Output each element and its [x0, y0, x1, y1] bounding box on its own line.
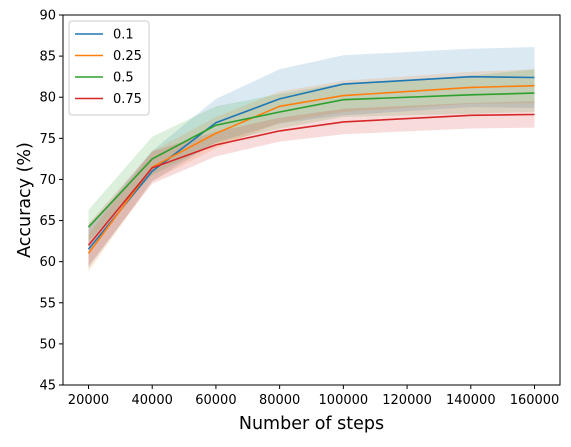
y-tick-label: 70 — [39, 173, 56, 188]
y-tick-label: 75 — [39, 132, 56, 147]
line-series-3 — [87, 92, 535, 228]
y-axis-ticks: 45 50 55 60 65 70 75 80 85 90 — [39, 9, 63, 394]
y-tick-label: 90 — [39, 9, 56, 24]
y-tick-label: 60 — [39, 255, 56, 270]
legend-box — [68, 20, 150, 116]
x-tick-label: 40000 — [132, 393, 173, 408]
x-tick-label: 20000 — [68, 393, 109, 408]
line-series-1 — [87, 75, 535, 250]
legend-label-1: 0.1 — [113, 28, 134, 43]
band-series-1 — [88, 47, 535, 269]
y-tick-label: 80 — [39, 91, 56, 106]
y-tick-label: 55 — [39, 296, 56, 311]
x-tick-label: 140000 — [446, 393, 496, 408]
confidence-bands — [88, 47, 535, 272]
x-tick-label: 60000 — [195, 393, 236, 408]
band-series-2 — [88, 69, 535, 272]
plot-frame — [62, 14, 561, 386]
y-tick-label: 85 — [39, 50, 56, 65]
x-tick-label: 120000 — [382, 393, 432, 408]
y-tick-label: 45 — [39, 379, 56, 394]
y-tick-label: 65 — [39, 214, 56, 229]
legend-label-2: 0.25 — [113, 49, 142, 64]
series-lines — [87, 75, 535, 254]
x-axis-title: Number of steps — [239, 414, 384, 434]
legend: 0.1 0.25 0.5 0.75 — [68, 20, 150, 116]
y-tick-label: 50 — [39, 337, 56, 352]
line-series-4 — [87, 113, 535, 246]
x-tick-label: 80000 — [259, 393, 300, 408]
y-axis-title: Accuracy (%) — [15, 142, 35, 258]
x-tick-label: 100000 — [319, 393, 369, 408]
legend-label-3: 0.5 — [113, 71, 134, 86]
x-axis-ticks: 20000 40000 60000 80000 100000 120000 140000 16… — [68, 385, 560, 408]
x-tick-label: 160000 — [510, 393, 560, 408]
legend-label-4: 0.75 — [113, 92, 142, 107]
band-series-3 — [88, 69, 535, 242]
